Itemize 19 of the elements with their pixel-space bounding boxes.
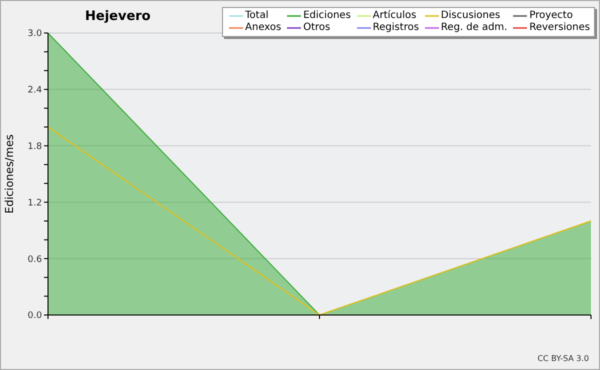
legend-label: Total [245, 10, 268, 22]
legend-label: Reg. de adm. [440, 22, 508, 34]
legend-label: Proyecto [529, 10, 573, 22]
legend-label: Ediciones [303, 10, 351, 22]
legend-label: Otros [303, 22, 330, 34]
legend-label: Reversiones [529, 22, 590, 34]
y-tick-label: 0.6 [28, 254, 42, 265]
y-axis-title: Ediciones/mes [2, 134, 16, 214]
y-tick-label: 3.0 [28, 29, 42, 40]
legend-label: Anexos [245, 22, 282, 34]
chart-title: Hejevero [85, 9, 151, 24]
legend-label: Artículos [372, 10, 416, 22]
legend-label: Registros [372, 22, 419, 34]
y-tick-label: 0.0 [28, 311, 42, 322]
legend-label: Discusiones [440, 10, 500, 22]
text: CC BY-SA 3.0 [537, 354, 589, 363]
y-tick-label: 2.4 [28, 86, 42, 96]
y-tick-label: 1.2 [28, 198, 42, 208]
y-tick-label: 1.8 [28, 142, 42, 152]
